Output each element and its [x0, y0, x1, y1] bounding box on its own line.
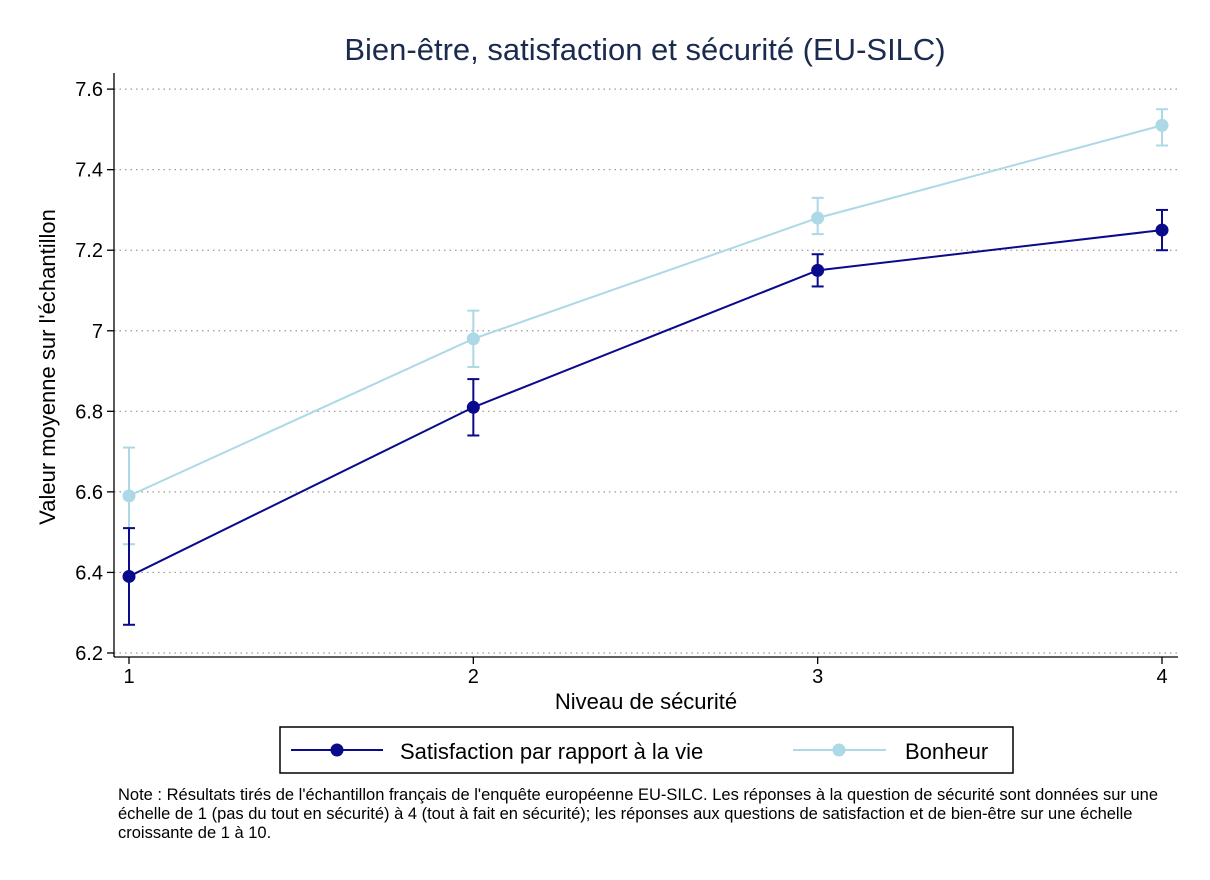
x-tick-label-1: 2 — [468, 666, 479, 688]
y-tick-label-2: 6.6 — [75, 482, 103, 504]
data-point-1-2 — [811, 211, 825, 225]
series-1 — [122, 108, 1169, 546]
data-point-1-3 — [1155, 118, 1169, 132]
y-tick-label-1: 6.4 — [75, 562, 103, 584]
y-tick-label-5: 7.2 — [75, 240, 103, 262]
axes — [113, 73, 1178, 658]
y-tick-label-6: 7.4 — [75, 160, 103, 182]
x-axis-label: Niveau de sécurité — [555, 689, 737, 714]
x-axis-ticks: 1 2 3 4 — [123, 657, 1168, 688]
legend-marker-satisfaction — [330, 743, 344, 757]
chart-note: Note : Résultats tirés de l'échantillon … — [118, 786, 1159, 842]
x-tick-label-3: 4 — [1156, 666, 1167, 688]
series-line-0 — [128, 229, 1163, 578]
legend-label-satisfaction: Satisfaction par rapport à la vie — [400, 739, 703, 764]
y-tick-label-3: 6.8 — [75, 401, 103, 423]
chart-title: Bien-être, satisfaction et sécurité (EU-… — [344, 32, 945, 67]
x-tick-label-0: 1 — [123, 666, 134, 688]
series-line-1 — [128, 124, 1163, 497]
y-axis-label: Valeur moyenne sur l'échantillon — [35, 209, 60, 525]
legend: Satisfaction par rapport à la vie Bonheu… — [279, 726, 1014, 774]
y-tick-label-4: 7 — [92, 321, 103, 343]
data-point-0-1 — [466, 400, 480, 414]
data-point-1-1 — [466, 332, 480, 346]
x-tick-label-2: 3 — [812, 666, 823, 688]
series-layer — [122, 108, 1169, 626]
series-0 — [122, 208, 1169, 626]
y-tick-label-0: 6.2 — [75, 643, 103, 665]
data-point-0-0 — [122, 569, 136, 583]
legend-box — [279, 726, 1014, 774]
data-point-1-0 — [122, 489, 136, 503]
data-point-0-2 — [811, 263, 825, 277]
data-point-0-3 — [1155, 223, 1169, 237]
y-axis-ticks: 6.2 6.4 6.6 6.8 7 7.2 7.4 7.6 — [75, 79, 114, 665]
legend-marker-bonheur — [832, 743, 846, 757]
y-tick-label-7: 7.6 — [75, 79, 103, 101]
grid-lines — [114, 88, 1178, 654]
legend-label-bonheur: Bonheur — [905, 739, 988, 764]
